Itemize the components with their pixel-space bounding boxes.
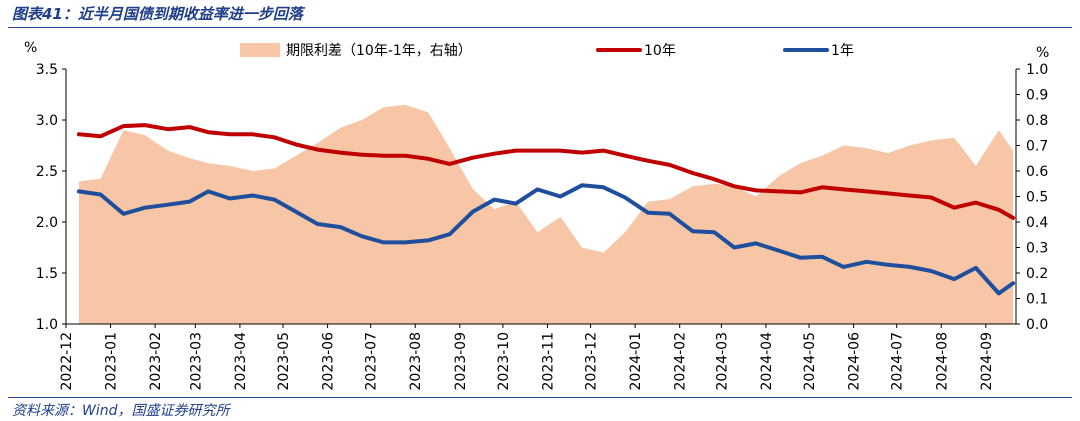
legend-spread-swatch: [240, 43, 280, 57]
right-tick-label: 0.3: [1026, 241, 1048, 257]
x-tick-label: 2024-07: [890, 332, 906, 391]
spread-area: [78, 104, 1014, 324]
left-tick-label: 1.0: [36, 317, 58, 333]
chart-title: 图表41：近半月国债到期收益率进一步回落: [12, 5, 303, 23]
right-tick-label: 0.0: [1026, 317, 1048, 333]
x-tick-label: 2024-08: [934, 332, 950, 391]
right-tick-label: 0.1: [1026, 292, 1048, 308]
x-tick-label: 2023-10: [496, 332, 512, 391]
line-10y: [76, 123, 1016, 220]
lines-layer: [76, 123, 1016, 296]
x-tick-label: 2023-04: [233, 332, 249, 391]
right-tick-label: 0.6: [1026, 164, 1048, 180]
x-tick-label: 2023-06: [321, 332, 337, 391]
right-tick-label: 1.0: [1026, 62, 1048, 78]
x-tick-label: 2024-05: [802, 332, 818, 391]
right-tick-label: 0.8: [1026, 113, 1048, 129]
x-tick-label: 2024-01: [628, 332, 644, 391]
top-rule: [8, 27, 1072, 28]
legend-10y-label: 10年: [644, 43, 676, 59]
right-tick-label: 0.9: [1026, 88, 1048, 104]
right-axis-unit: %: [1036, 45, 1049, 61]
left-tick-label: 2.5: [36, 164, 58, 180]
line-1y: [76, 183, 1016, 296]
right-tick-label: 0.2: [1026, 266, 1048, 282]
right-tick-label: 0.5: [1026, 190, 1048, 206]
x-tick-label: 2023-01: [104, 332, 120, 391]
x-tick-label: 2024-03: [714, 332, 730, 391]
x-tick-label: 2024-06: [847, 332, 863, 391]
x-tick-label: 2023-08: [408, 332, 424, 391]
bottom-rule: [8, 397, 1072, 398]
legend: 期限利差（10年-1年，右轴） 10年 1年: [240, 43, 854, 59]
left-axis-unit: %: [24, 40, 37, 56]
spread-area-layer: [78, 104, 1014, 324]
x-tick-label: 2022-12: [59, 332, 75, 391]
right-tick-label: 0.4: [1026, 215, 1048, 231]
x-tick-label: 2024-04: [759, 332, 775, 391]
x-tick-label: 2024-09: [979, 332, 995, 391]
left-tick-label: 3.0: [36, 113, 58, 129]
legend-1y-label: 1年: [831, 43, 854, 59]
x-tick-label: 2024-02: [673, 332, 689, 391]
legend-spread-label: 期限利差（10年-1年，右轴）: [286, 43, 472, 59]
x-tick-label: 2023-02: [148, 332, 164, 391]
x-tick-label: 2023-11: [541, 332, 557, 391]
right-tick-label: 0.7: [1026, 139, 1048, 155]
source-note: 资料来源：Wind，国盛证券研究所: [12, 403, 230, 419]
left-tick-label: 3.5: [36, 62, 58, 78]
axes-layer: 1.0 1.5 2.0 2.5 3.0 3.5% 0.0 0.1 0.2 0.3 0.4 0.5 0.6…: [24, 40, 1049, 391]
left-tick-label: 1.5: [36, 266, 58, 282]
x-tick-label: 2023-09: [453, 332, 469, 391]
left-tick-label: 2.0: [36, 215, 58, 231]
x-tick-label: 2023-12: [584, 332, 600, 391]
x-tick-label: 2023-03: [188, 332, 204, 391]
x-tick-label: 2023-05: [276, 332, 292, 391]
x-tick-label: 2023-07: [364, 332, 380, 391]
